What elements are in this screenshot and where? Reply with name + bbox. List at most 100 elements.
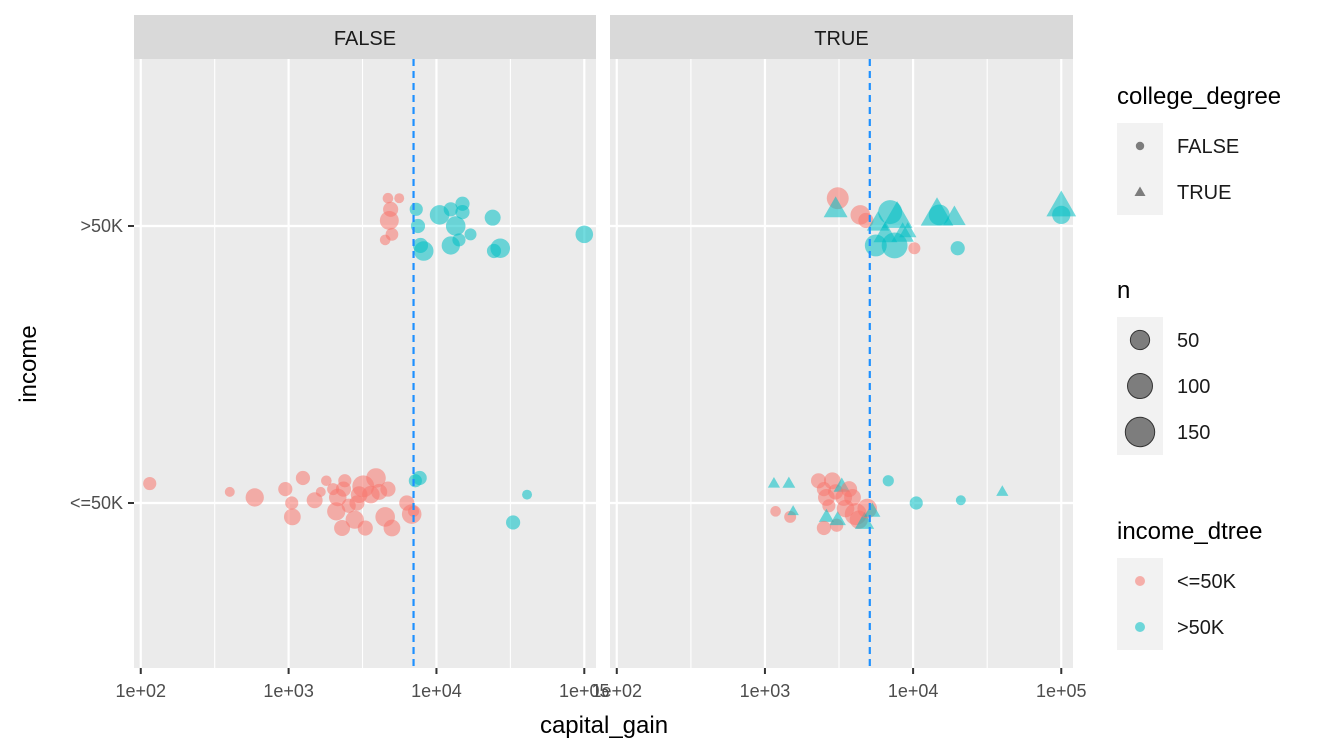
data-point <box>245 488 264 507</box>
data-point <box>412 470 427 486</box>
x-tick-label: 1e+02 <box>591 681 642 701</box>
x-tick-label: 1e+03 <box>740 681 791 701</box>
facet-strip <box>134 15 596 59</box>
data-point <box>321 475 332 487</box>
legend-label: >50K <box>1177 617 1225 639</box>
legend-key-mark <box>1135 622 1145 632</box>
legend-key-mark <box>1134 186 1146 196</box>
legend-label: 50 <box>1177 330 1199 352</box>
panel-background <box>134 59 596 668</box>
data-point <box>327 502 346 521</box>
data-point <box>770 506 781 517</box>
data-point <box>295 470 311 486</box>
data-point <box>334 520 351 537</box>
facet-strip-label: TRUE <box>814 28 868 50</box>
data-point <box>413 241 434 261</box>
points-layer <box>767 187 1077 536</box>
legend-label: FALSE <box>1177 136 1239 158</box>
data-point <box>854 512 875 529</box>
data-point <box>278 482 293 497</box>
legend-key-mark <box>1135 141 1145 151</box>
legend-n: n 50 100 150 <box>1117 277 1210 455</box>
data-point <box>844 489 861 506</box>
data-point <box>380 481 396 497</box>
data-point <box>506 515 521 530</box>
data-point <box>143 476 157 491</box>
data-point <box>409 202 423 216</box>
data-point <box>382 192 394 204</box>
facet-strip-label: FALSE <box>334 28 396 50</box>
data-point <box>950 241 965 256</box>
data-point <box>285 496 299 510</box>
panel-background <box>610 59 1073 668</box>
data-point <box>823 196 848 218</box>
data-point <box>829 510 846 526</box>
data-point <box>315 486 326 497</box>
data-point <box>996 485 1009 496</box>
data-point <box>224 486 235 497</box>
data-point <box>357 520 373 536</box>
data-point <box>1052 205 1071 225</box>
data-point <box>928 204 950 226</box>
legend-income-dtree: income_dtree <=50K >50K <box>1117 518 1262 650</box>
data-point <box>818 508 834 522</box>
facet-panel-true: TRUE 1e+02 1e+03 1e+04 1e+05 <box>591 15 1087 701</box>
y-tick-label: <=50K <box>70 493 123 513</box>
data-point <box>445 216 466 236</box>
legend-title: college_degree <box>1117 83 1281 110</box>
data-point <box>782 476 796 488</box>
legend-key-mark <box>1135 576 1145 586</box>
data-point <box>490 238 511 259</box>
data-point <box>943 205 966 226</box>
legend-label: TRUE <box>1177 182 1231 204</box>
data-point <box>407 505 420 517</box>
data-point <box>522 489 533 500</box>
data-point <box>908 242 921 255</box>
y-axis-title: income <box>15 325 42 402</box>
legend-key-mark <box>1124 416 1156 448</box>
data-point <box>379 210 399 230</box>
x-tick-label: 1e+02 <box>115 681 166 701</box>
legend-key-mark <box>1129 329 1151 351</box>
x-tick-label: 1e+04 <box>411 681 462 701</box>
legend-title: n <box>1117 277 1130 304</box>
x-axis-title: capital_gain <box>540 712 668 739</box>
legend-label: <=50K <box>1177 571 1237 593</box>
x-tick-label: 1e+05 <box>559 681 610 701</box>
data-point <box>816 520 832 536</box>
data-point <box>283 508 301 526</box>
legend-college-degree: college_degree FALSE TRUE <box>1117 83 1281 215</box>
legend-key-mark <box>1127 373 1153 399</box>
data-point <box>338 474 352 488</box>
data-point <box>864 502 881 517</box>
data-point <box>366 468 386 488</box>
facet-strip <box>610 15 1073 59</box>
data-point <box>484 209 501 226</box>
data-point <box>881 201 913 228</box>
data-point <box>899 222 917 238</box>
panels-layer: FALSE 1e+02 1e+03 1e+04 1e+05 TRUE 1e+02 1e+03 1… <box>70 15 1087 701</box>
legend-label: 150 <box>1177 422 1210 444</box>
legend-label: 100 <box>1177 376 1210 398</box>
data-point <box>383 519 401 537</box>
legend-title: income_dtree <box>1117 518 1262 545</box>
data-point <box>464 228 477 241</box>
data-point <box>909 496 923 510</box>
x-tick-label: 1e+04 <box>888 681 939 701</box>
x-tick-label: 1e+05 <box>1036 681 1087 701</box>
data-point <box>787 505 799 516</box>
data-point <box>955 495 966 506</box>
data-point <box>767 476 781 488</box>
data-point <box>379 234 391 246</box>
data-point <box>394 193 405 204</box>
y-axis: <=50K >50K <box>70 216 134 513</box>
x-tick-label: 1e+03 <box>263 681 314 701</box>
data-point <box>575 225 594 244</box>
facet-panel-false: FALSE 1e+02 1e+03 1e+04 1e+05 <box>115 15 610 701</box>
data-point <box>452 233 466 247</box>
data-point <box>455 196 470 211</box>
y-tick-label: >50K <box>80 216 123 236</box>
data-point <box>443 202 458 217</box>
